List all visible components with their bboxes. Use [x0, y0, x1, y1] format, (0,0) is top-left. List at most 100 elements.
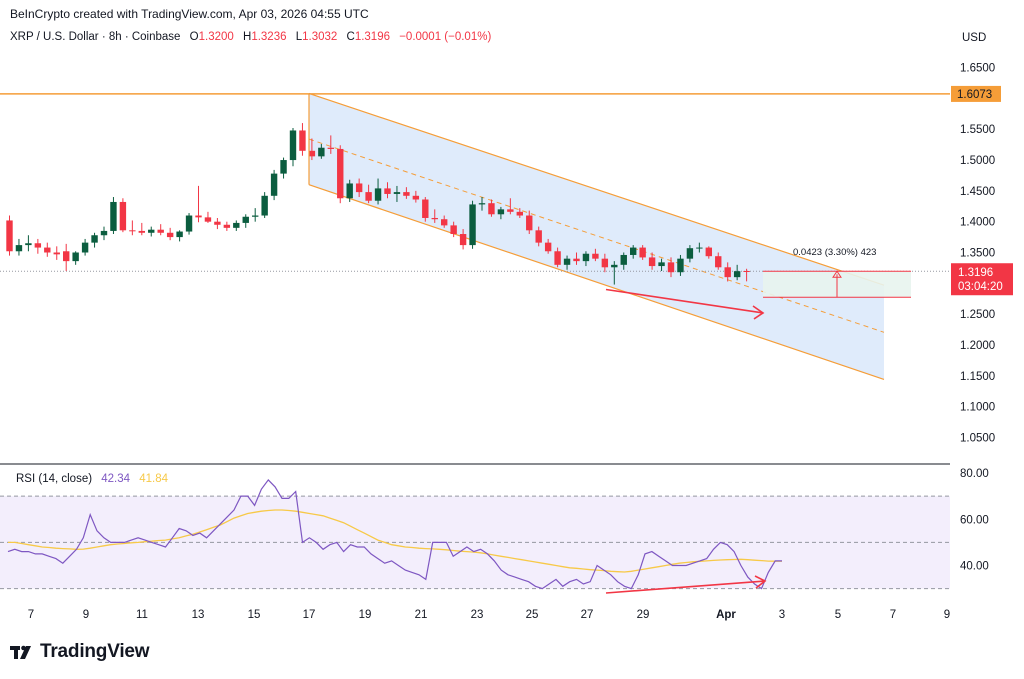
candle[interactable]	[15, 238, 23, 256]
channel-lower-line[interactable]	[308, 184, 885, 381]
candle[interactable]	[667, 257, 675, 278]
candle[interactable]	[100, 226, 108, 241]
channel-upper-line[interactable]	[308, 92, 885, 286]
candle-body	[563, 258, 571, 265]
candle[interactable]	[299, 123, 306, 156]
time-tick-label: 7	[890, 609, 896, 621]
candle[interactable]	[365, 184, 372, 204]
candle[interactable]	[488, 199, 495, 217]
candle[interactable]	[441, 215, 448, 228]
candle[interactable]	[6, 215, 13, 256]
time-tick-label: 19	[359, 609, 372, 621]
candle[interactable]	[129, 220, 136, 236]
candle[interactable]	[81, 238, 89, 256]
candle[interactable]	[252, 208, 259, 222]
candle[interactable]	[289, 128, 297, 167]
candle[interactable]	[318, 144, 325, 159]
time-tick-label: 9	[83, 609, 89, 621]
candle[interactable]	[648, 252, 656, 270]
candle-body	[44, 247, 51, 253]
candle[interactable]	[450, 221, 457, 238]
candle[interactable]	[478, 197, 486, 211]
candle[interactable]	[696, 242, 703, 253]
candle-body	[72, 252, 79, 262]
candle[interactable]	[185, 213, 193, 235]
candle[interactable]	[403, 187, 410, 199]
candle[interactable]	[658, 258, 665, 271]
candle[interactable]	[393, 185, 401, 202]
candle[interactable]	[459, 229, 467, 250]
candle[interactable]	[743, 268, 750, 282]
candle[interactable]	[91, 232, 98, 248]
candle[interactable]	[573, 252, 580, 265]
time-tick-label: 15	[248, 609, 261, 621]
candle[interactable]	[554, 247, 561, 268]
candle[interactable]	[157, 224, 164, 236]
candle[interactable]	[138, 222, 145, 236]
candle[interactable]	[516, 208, 523, 218]
candle[interactable]	[242, 214, 249, 228]
candle[interactable]	[148, 226, 155, 237]
candle[interactable]	[544, 238, 552, 254]
candle[interactable]	[374, 178, 382, 205]
resistance-price-badge	[951, 85, 1001, 102]
candle[interactable]	[270, 169, 278, 201]
candle[interactable]	[72, 251, 79, 265]
candle[interactable]	[630, 245, 637, 259]
candle[interactable]	[110, 197, 117, 235]
candle[interactable]	[195, 185, 202, 223]
candle[interactable]	[204, 211, 212, 223]
candle[interactable]	[119, 198, 127, 233]
candle[interactable]	[25, 235, 32, 252]
candle[interactable]	[469, 200, 476, 249]
symbol-title[interactable]: XRP / U.S. Dollar · 8h · Coinbase	[10, 31, 181, 43]
candle[interactable]	[611, 261, 618, 285]
candle[interactable]	[214, 217, 221, 230]
candle[interactable]	[337, 145, 344, 204]
candle[interactable]	[176, 230, 183, 242]
candle[interactable]	[44, 242, 51, 257]
candle-body	[393, 192, 401, 194]
rsi-tick-label: 40.00	[960, 561, 989, 573]
candle[interactable]	[327, 135, 334, 154]
candle[interactable]	[63, 243, 70, 271]
candle[interactable]	[686, 245, 694, 263]
currency-label[interactable]: USD	[962, 32, 987, 44]
candle[interactable]	[592, 248, 599, 262]
candle[interactable]	[346, 179, 353, 202]
candle[interactable]	[620, 252, 627, 270]
candle[interactable]	[280, 157, 287, 179]
candle-body	[25, 243, 32, 246]
candle[interactable]	[223, 221, 231, 231]
candle[interactable]	[497, 206, 505, 220]
candle[interactable]	[308, 138, 316, 161]
candle[interactable]	[677, 254, 684, 276]
candle[interactable]	[166, 227, 174, 241]
candle[interactable]	[733, 264, 741, 281]
candle[interactable]	[412, 190, 420, 203]
candle[interactable]	[34, 238, 42, 254]
candle[interactable]	[53, 246, 60, 260]
candle[interactable]	[233, 220, 240, 231]
candle[interactable]	[639, 245, 646, 260]
candle[interactable]	[582, 251, 590, 267]
candle[interactable]	[507, 198, 514, 215]
candle[interactable]	[724, 262, 731, 282]
symbol-ohlc-line: XRP / U.S. Dollar · 8h · Coinbase O1.320…	[10, 31, 491, 43]
candle[interactable]	[526, 210, 533, 235]
candle[interactable]	[355, 178, 363, 198]
candle[interactable]	[715, 252, 722, 270]
candle[interactable]	[705, 246, 712, 259]
candle-body	[15, 245, 23, 252]
candle[interactable]	[563, 255, 571, 270]
candle[interactable]	[535, 226, 542, 247]
rsi-ma-line	[8, 509, 782, 573]
candle[interactable]	[601, 253, 609, 273]
candle[interactable]	[431, 209, 438, 223]
candle[interactable]	[261, 192, 268, 218]
tradingview-logo[interactable]: TradingView	[10, 641, 150, 663]
candle[interactable]	[422, 197, 429, 222]
rsi-legend[interactable]: RSI (14, close) 42.34 41.84	[16, 473, 168, 485]
candle[interactable]	[384, 182, 391, 199]
